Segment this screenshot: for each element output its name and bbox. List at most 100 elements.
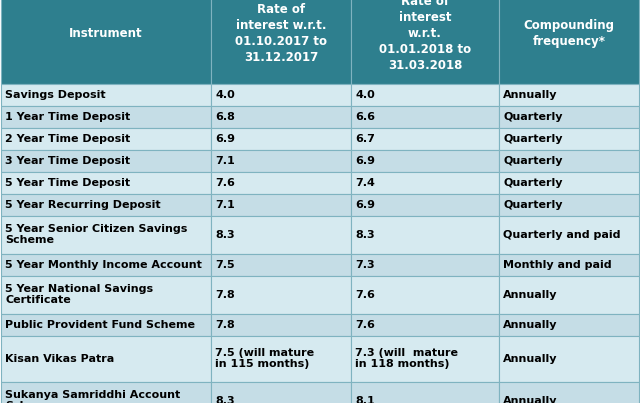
Bar [1,150,211,172]
Text: Annually: Annually [503,289,557,299]
Bar [351,150,499,172]
Bar [351,382,499,403]
Bar [211,314,351,336]
Text: 7.3 (will  mature
in 118 months): 7.3 (will mature in 118 months) [355,348,458,369]
Bar [351,276,499,314]
Text: 7.6: 7.6 [355,289,375,299]
Text: 8.1: 8.1 [355,395,375,403]
Text: Quarterly: Quarterly [503,112,563,121]
Bar [1,253,211,276]
Bar [499,276,639,314]
Bar [499,193,639,216]
Text: 5 Year Monthly Income Account: 5 Year Monthly Income Account [5,260,202,270]
Bar [351,83,499,106]
Text: 7.8: 7.8 [215,289,235,299]
Bar [211,150,351,172]
Bar [351,106,499,127]
Bar [351,253,499,276]
Bar [211,106,351,127]
Bar [211,276,351,314]
Text: Savings Deposit: Savings Deposit [5,89,106,100]
Bar [1,276,211,314]
Bar [211,0,351,83]
Bar [1,314,211,336]
Text: 3 Year Time Deposit: 3 Year Time Deposit [5,156,130,166]
Text: 6.9: 6.9 [355,156,375,166]
Text: 6.6: 6.6 [355,112,375,121]
Text: 5 Year Recurring Deposit: 5 Year Recurring Deposit [5,199,161,210]
Text: Compounding
frequency*: Compounding frequency* [524,19,614,48]
Text: Quarterly and paid: Quarterly and paid [503,229,621,239]
Text: 7.5 (will mature
in 115 months): 7.5 (will mature in 115 months) [215,348,314,369]
Text: Sukanya Samriddhi Account
Scheme: Sukanya Samriddhi Account Scheme [5,390,180,403]
Bar [499,382,639,403]
Bar [499,106,639,127]
Bar [499,314,639,336]
Bar [1,382,211,403]
Bar [211,216,351,253]
Text: 6.8: 6.8 [215,112,235,121]
Bar [499,150,639,172]
Bar [499,172,639,193]
Bar [499,83,639,106]
Text: Quarterly: Quarterly [503,133,563,143]
Text: 5 Year Time Deposit: 5 Year Time Deposit [5,177,130,187]
Text: Quarterly: Quarterly [503,156,563,166]
Bar [1,83,211,106]
Bar [499,0,639,83]
Text: 6.7: 6.7 [355,133,375,143]
Bar [211,172,351,193]
Bar [351,193,499,216]
Text: Monthly and paid: Monthly and paid [503,260,612,270]
Text: 7.3: 7.3 [355,260,374,270]
Bar [1,336,211,382]
Text: 1 Year Time Deposit: 1 Year Time Deposit [5,112,131,121]
Text: 7.6: 7.6 [355,320,375,330]
Text: 8.3: 8.3 [215,229,235,239]
Text: Instrument: Instrument [69,27,143,40]
Bar [351,172,499,193]
Bar [1,127,211,150]
Text: 5 Year Senior Citizen Savings
Scheme: 5 Year Senior Citizen Savings Scheme [5,224,188,245]
Text: 8.3: 8.3 [215,395,235,403]
Bar [211,253,351,276]
Text: Annually: Annually [503,320,557,330]
Text: 7.1: 7.1 [215,199,235,210]
Text: 7.5: 7.5 [215,260,235,270]
Text: Kisan Vikas Patra: Kisan Vikas Patra [5,353,115,364]
Text: Annually: Annually [503,353,557,364]
Bar [499,336,639,382]
Text: 4.0: 4.0 [355,89,375,100]
Text: 2 Year Time Deposit: 2 Year Time Deposit [5,133,131,143]
Text: 6.9: 6.9 [355,199,375,210]
Bar [351,336,499,382]
Bar [499,127,639,150]
Text: 6.9: 6.9 [215,133,235,143]
Bar [211,336,351,382]
Bar [1,172,211,193]
Bar [351,314,499,336]
Bar [351,0,499,83]
Bar [351,127,499,150]
Text: 7.1: 7.1 [215,156,235,166]
Bar [211,83,351,106]
Bar [1,193,211,216]
Text: 7.4: 7.4 [355,177,375,187]
Text: Annually: Annually [503,395,557,403]
Bar [211,193,351,216]
Text: Rate of
interest w.r.t.
01.10.2017 to
31.12.2017: Rate of interest w.r.t. 01.10.2017 to 31… [235,3,327,64]
Bar [1,106,211,127]
Text: 5 Year National Savings
Certificate: 5 Year National Savings Certificate [5,284,153,305]
Text: 8.3: 8.3 [355,229,374,239]
Text: Quarterly: Quarterly [503,177,563,187]
Bar [211,382,351,403]
Text: 4.0: 4.0 [215,89,235,100]
Text: Public Provident Fund Scheme: Public Provident Fund Scheme [5,320,195,330]
Bar [1,216,211,253]
Text: Quarterly: Quarterly [503,199,563,210]
Bar [499,253,639,276]
Bar [1,0,211,83]
Bar [351,216,499,253]
Text: Annually: Annually [503,89,557,100]
Bar [499,216,639,253]
